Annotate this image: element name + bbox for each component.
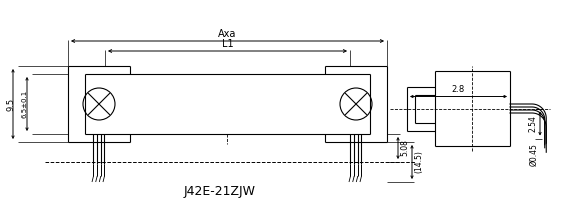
Text: 2.54: 2.54 <box>529 115 538 132</box>
Text: L1: L1 <box>222 39 233 49</box>
Text: Axa: Axa <box>218 29 237 39</box>
Text: Ø0.45: Ø0.45 <box>529 143 538 166</box>
Text: (14.5): (14.5) <box>414 151 423 173</box>
Text: 5.08: 5.08 <box>400 140 409 156</box>
Text: J42E-21ZJW: J42E-21ZJW <box>184 184 256 198</box>
Text: 9.5: 9.5 <box>7 97 16 111</box>
Text: 6.5±0.1: 6.5±0.1 <box>22 90 28 118</box>
Text: 2.8: 2.8 <box>452 85 465 95</box>
